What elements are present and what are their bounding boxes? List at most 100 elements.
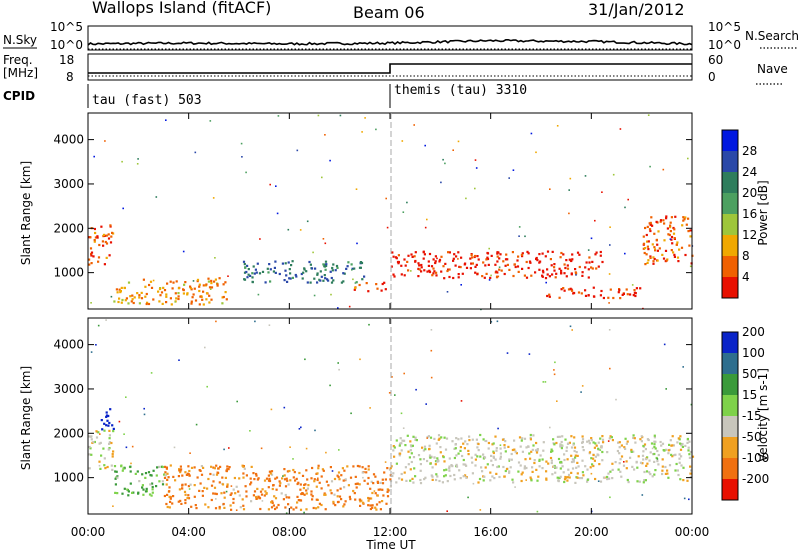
heatmap-cell <box>388 392 391 394</box>
heatmap-cell <box>618 446 621 449</box>
heatmap-cell <box>492 456 495 459</box>
heatmap-cell <box>88 445 91 449</box>
heatmap-cell <box>428 270 432 274</box>
heatmap-cell <box>570 454 573 457</box>
heatmap-cell <box>594 477 597 481</box>
heatmap-cell <box>103 429 106 432</box>
heatmap-cell <box>245 474 248 477</box>
heatmap-cell <box>230 492 233 495</box>
heatmap-cell <box>250 500 253 503</box>
heatmap-cell <box>208 301 211 304</box>
heatmap-cell <box>657 230 660 233</box>
heatmap-cell <box>443 436 446 439</box>
heatmap-cell <box>205 292 209 295</box>
heatmap-cell <box>512 481 515 484</box>
heatmap-cell <box>505 467 509 471</box>
heatmap-cell <box>523 437 527 440</box>
heatmap-cell <box>267 508 270 511</box>
heatmap-cell <box>150 474 153 477</box>
x-tick-label: 12:00 <box>373 525 408 539</box>
heatmap-cell <box>403 274 406 277</box>
heatmap-cell <box>261 270 265 273</box>
heatmap-cell <box>683 497 686 500</box>
heatmap-cell <box>122 467 125 470</box>
heatmap-cell <box>410 253 413 256</box>
heatmap-cell <box>120 301 123 304</box>
heatmap-cell <box>343 272 346 275</box>
heatmap-cell <box>324 268 327 271</box>
heatmap-cell <box>393 455 396 458</box>
heatmap-cell <box>210 279 213 282</box>
heatmap-cell <box>227 275 229 277</box>
heatmap-cell <box>565 449 568 452</box>
heatmap-cell <box>417 275 420 278</box>
heatmap-cell <box>239 506 242 509</box>
heatmap-cell <box>535 451 539 454</box>
heatmap-cell <box>305 508 308 511</box>
heatmap-cell <box>459 477 462 480</box>
heatmap-cell <box>350 263 353 266</box>
heatmap-cell <box>572 460 575 463</box>
heatmap-cell <box>182 288 185 291</box>
heatmap-cell <box>525 276 529 279</box>
heatmap-cell <box>330 480 334 483</box>
heatmap-cell <box>144 476 147 479</box>
heatmap-cell <box>174 292 177 295</box>
heatmap-cell <box>561 465 564 468</box>
heatmap-cell <box>672 226 675 230</box>
heatmap-cell <box>409 440 412 443</box>
heatmap-cell <box>618 441 621 444</box>
heatmap-cell <box>283 406 286 409</box>
heatmap-cell <box>452 259 455 262</box>
heatmap-cell <box>366 482 369 485</box>
heatmap-cell <box>629 456 632 459</box>
heatmap-cell <box>544 277 548 280</box>
heatmap-cell <box>676 441 679 444</box>
heatmap-cell <box>453 473 456 477</box>
heatmap-cell <box>587 276 590 279</box>
heatmap-cell <box>432 267 435 270</box>
heatmap-cell <box>475 167 478 169</box>
heatmap-cell <box>682 216 685 219</box>
colorbar-swatch <box>722 458 738 479</box>
heatmap-cell <box>200 473 204 476</box>
heatmap-cell <box>381 478 384 481</box>
heatmap-cell <box>116 475 119 478</box>
heatmap-cell <box>116 476 119 479</box>
heatmap-cell <box>618 289 621 292</box>
heatmap-cell <box>661 442 665 445</box>
heatmap-cell <box>287 261 290 264</box>
heatmap-cell <box>375 508 378 511</box>
heatmap-cell <box>100 419 103 422</box>
heatmap-cell <box>409 468 412 471</box>
heatmap-cell <box>324 277 327 280</box>
heatmap-cell <box>517 461 521 464</box>
heatmap-cell <box>218 481 221 484</box>
heatmap-cell <box>127 281 131 284</box>
heatmap-cell <box>457 438 460 441</box>
heatmap-cell <box>347 261 350 264</box>
heatmap-cell <box>677 473 680 477</box>
heatmap-cell <box>683 218 686 221</box>
heatmap-cell <box>612 296 615 300</box>
heatmap-cell <box>182 292 185 295</box>
colorbar-swatch <box>722 214 738 235</box>
heatmap-cell <box>278 480 281 483</box>
heatmap-cell <box>367 476 370 480</box>
heatmap-cell <box>511 448 514 452</box>
heatmap-cell <box>108 254 111 257</box>
heatmap-cell <box>608 302 610 304</box>
heatmap-cell <box>551 449 554 453</box>
nave-tick-high: 60 <box>708 53 723 67</box>
heatmap-cell <box>131 445 134 448</box>
heatmap-cell <box>253 478 256 481</box>
heatmap-cell <box>133 296 136 299</box>
heatmap-cell <box>521 450 524 453</box>
heatmap-cell <box>289 479 292 482</box>
heatmap-cell <box>241 498 244 501</box>
heatmap-cell <box>487 447 490 450</box>
heatmap-cell <box>663 239 666 242</box>
heatmap-cell <box>499 452 502 455</box>
heatmap-cell <box>412 435 415 438</box>
heatmap-cell <box>372 482 375 485</box>
